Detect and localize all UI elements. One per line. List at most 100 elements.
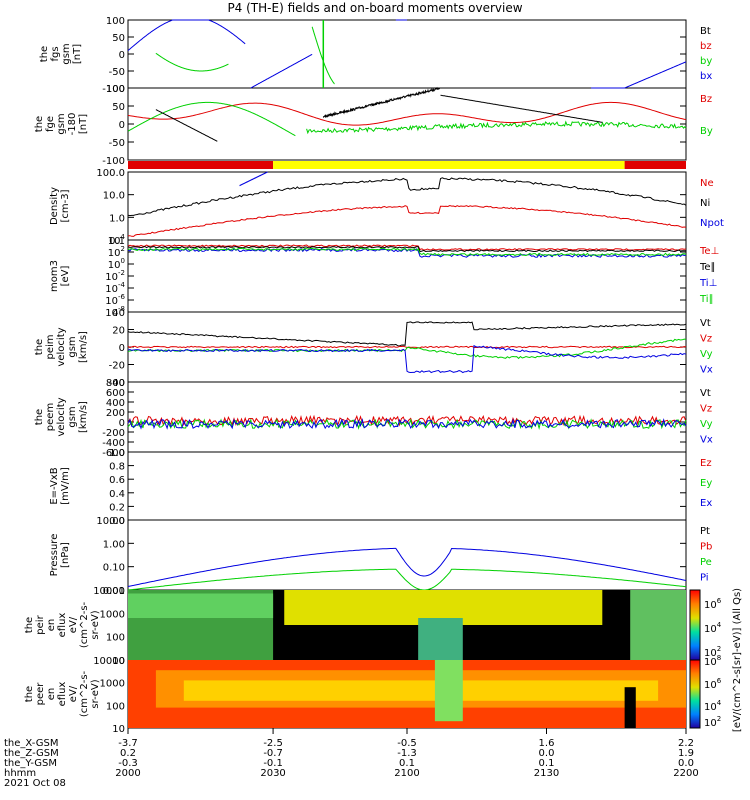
ylabel-pressure: Pressure <box>49 534 60 577</box>
ylabel-fge: -180 <box>67 113 78 136</box>
ylabel-peer: en <box>46 688 57 701</box>
ytick-label-fge: 50 <box>112 102 125 113</box>
ytick-label-fge: 100 <box>106 84 125 95</box>
ylabel-fgs: [nT] <box>72 44 83 64</box>
colorbar-tick: 102 <box>704 715 721 729</box>
ytick-label-efield: 0.2 <box>109 502 125 513</box>
ylabel-peem: the <box>34 409 45 425</box>
spectrogram-peir-seg1b <box>128 593 274 618</box>
legend-fgs-bz: bz <box>700 41 712 52</box>
ylabel-fge: fge <box>45 116 56 132</box>
series-peim-vt <box>127 321 687 347</box>
ylabel-moms: [eV] <box>60 266 71 287</box>
spectrogram-peir-seg4 <box>630 590 686 660</box>
xaxis-row-label-4: 2021 Oct 08 <box>4 778 66 789</box>
xtick-hhmm: 2130 <box>534 768 559 779</box>
ylabel-fge: the <box>34 116 45 132</box>
ylabel-efield: [mV/m] <box>60 467 71 505</box>
colorbar-tick: 104 <box>704 699 722 713</box>
series-fge-by-2 <box>306 120 687 135</box>
series-density-ne <box>127 204 687 237</box>
ytick-label-fgs: 50 <box>112 33 125 44</box>
mode-bar-yellow <box>273 161 625 169</box>
panel-frame-pressure <box>127 519 687 591</box>
legend-peem-Vt: Vt <box>700 388 711 399</box>
ytick-label-peer: 10 <box>112 724 125 735</box>
series-fgs-bx <box>127 19 246 51</box>
xtick-x-gsm: -0.5 <box>397 738 417 749</box>
ytick-label-peer: 1000 <box>100 679 125 690</box>
colorbar-tick: 106 <box>704 597 722 611</box>
ylabel-fgs: fgs <box>50 46 61 61</box>
ytick-label-efield: 0.0 <box>109 516 125 527</box>
series-peim-vy <box>127 338 687 360</box>
ylabel-peer: peer <box>35 682 46 706</box>
ylabel-peim: gsm <box>67 336 78 357</box>
legend-moms-Ti∥: Ti∥ <box>699 294 714 305</box>
xtick-x-gsm: -2.5 <box>263 738 283 749</box>
legend-fge-By: By <box>700 126 713 137</box>
ytick-label-peim: 20 <box>112 326 125 337</box>
legend-fgs-by: by <box>700 56 712 67</box>
panel-frame-peem <box>127 381 687 453</box>
ylabel-peir: peir <box>35 614 46 634</box>
xtick-y-gsm: -0.3 <box>118 758 138 769</box>
ylabel-peir: sr-eV) <box>90 610 101 639</box>
colorbar-peer <box>689 659 701 729</box>
ylabel-peir: en <box>46 619 57 632</box>
ytick-label-peim: -20 <box>109 361 125 372</box>
legend-density-Npot: Npot <box>700 218 724 229</box>
ytick-label-efield: 1.0 <box>109 448 125 459</box>
xtick-z-gsm: -1.3 <box>397 748 417 759</box>
ytick-label-efield: 0.8 <box>109 462 125 473</box>
ytick-label-peem: 200 <box>106 408 125 419</box>
legend-efield-Ey: Ey <box>700 478 712 489</box>
ytick-label-fge: -50 <box>109 138 125 149</box>
colorbar-label: [eV/(cm^2-s[sr]-eV)] (All Qs) <box>732 588 743 732</box>
xtick-x-gsm: 1.6 <box>539 738 555 749</box>
ylabel-peim: the <box>34 339 45 355</box>
xaxis-row-label-2: the_Y-GSM <box>4 758 57 769</box>
mode-bar-red-2 <box>624 161 686 169</box>
xtick-x-gsm: 2.2 <box>678 738 694 749</box>
legend-density-Ni: Ni <box>700 198 710 209</box>
spectrogram-peer-gap <box>624 687 636 728</box>
legend-fge-Bz: Bz <box>700 94 712 105</box>
xtick-hhmm: 2100 <box>394 768 419 779</box>
ytick-label-peir: 1000 <box>100 609 125 620</box>
series-moms-tipar <box>127 247 687 257</box>
legend-efield-Ez: Ez <box>700 458 712 469</box>
colorbar-tick: 106 <box>704 677 722 691</box>
ylabel-density: Density <box>49 187 60 225</box>
ylabel-peir: the <box>24 617 35 633</box>
ytick-label-peem: 600 <box>106 388 125 399</box>
ylabel-fge: [nT] <box>78 114 89 134</box>
series-fge-bt <box>155 109 218 142</box>
ytick-label-density: 1.0 <box>109 213 125 224</box>
legend-fgs-bx: bx <box>700 71 712 82</box>
legend-moms-Te⊥: Te⊥ <box>699 246 719 257</box>
ytick-label-fge: -100 <box>102 156 125 167</box>
legend-moms-Te∥: Te∥ <box>699 262 716 273</box>
ytick-label-density: 0.1 <box>109 236 125 247</box>
ytick-label-peer: 10000 <box>93 656 125 667</box>
legend-density-Ne: Ne <box>700 178 714 189</box>
ytick-label-fgs: 0 <box>119 50 125 61</box>
ytick-label-density: 100.0 <box>96 168 125 179</box>
xaxis-row-label-0: the_X-GSM <box>4 738 58 749</box>
xtick-y-gsm: -0.1 <box>263 758 283 769</box>
series-fge-bz <box>127 101 687 126</box>
ylabel-peer: (cm^2-s- <box>79 670 90 717</box>
ytick-label-fgs: -50 <box>109 67 125 78</box>
plot-title: P4 (TH-E) fields and on-board moments ov… <box>227 1 523 15</box>
ylabel-peem: peem <box>45 403 56 431</box>
series-density-ni <box>127 177 687 217</box>
ylabel-peir: eflux <box>57 613 68 638</box>
xtick-x-gsm: -3.7 <box>118 738 138 749</box>
ytick-label-peem: 0 <box>119 418 125 429</box>
ytick-label-efield: 0.4 <box>109 489 125 500</box>
legend-peim-Vx: Vx <box>700 365 713 376</box>
ytick-label-pressure: 0.10 <box>103 563 125 574</box>
spectrogram-peer-center <box>434 660 463 722</box>
ylabel-peer: sr-eV) <box>90 679 101 708</box>
